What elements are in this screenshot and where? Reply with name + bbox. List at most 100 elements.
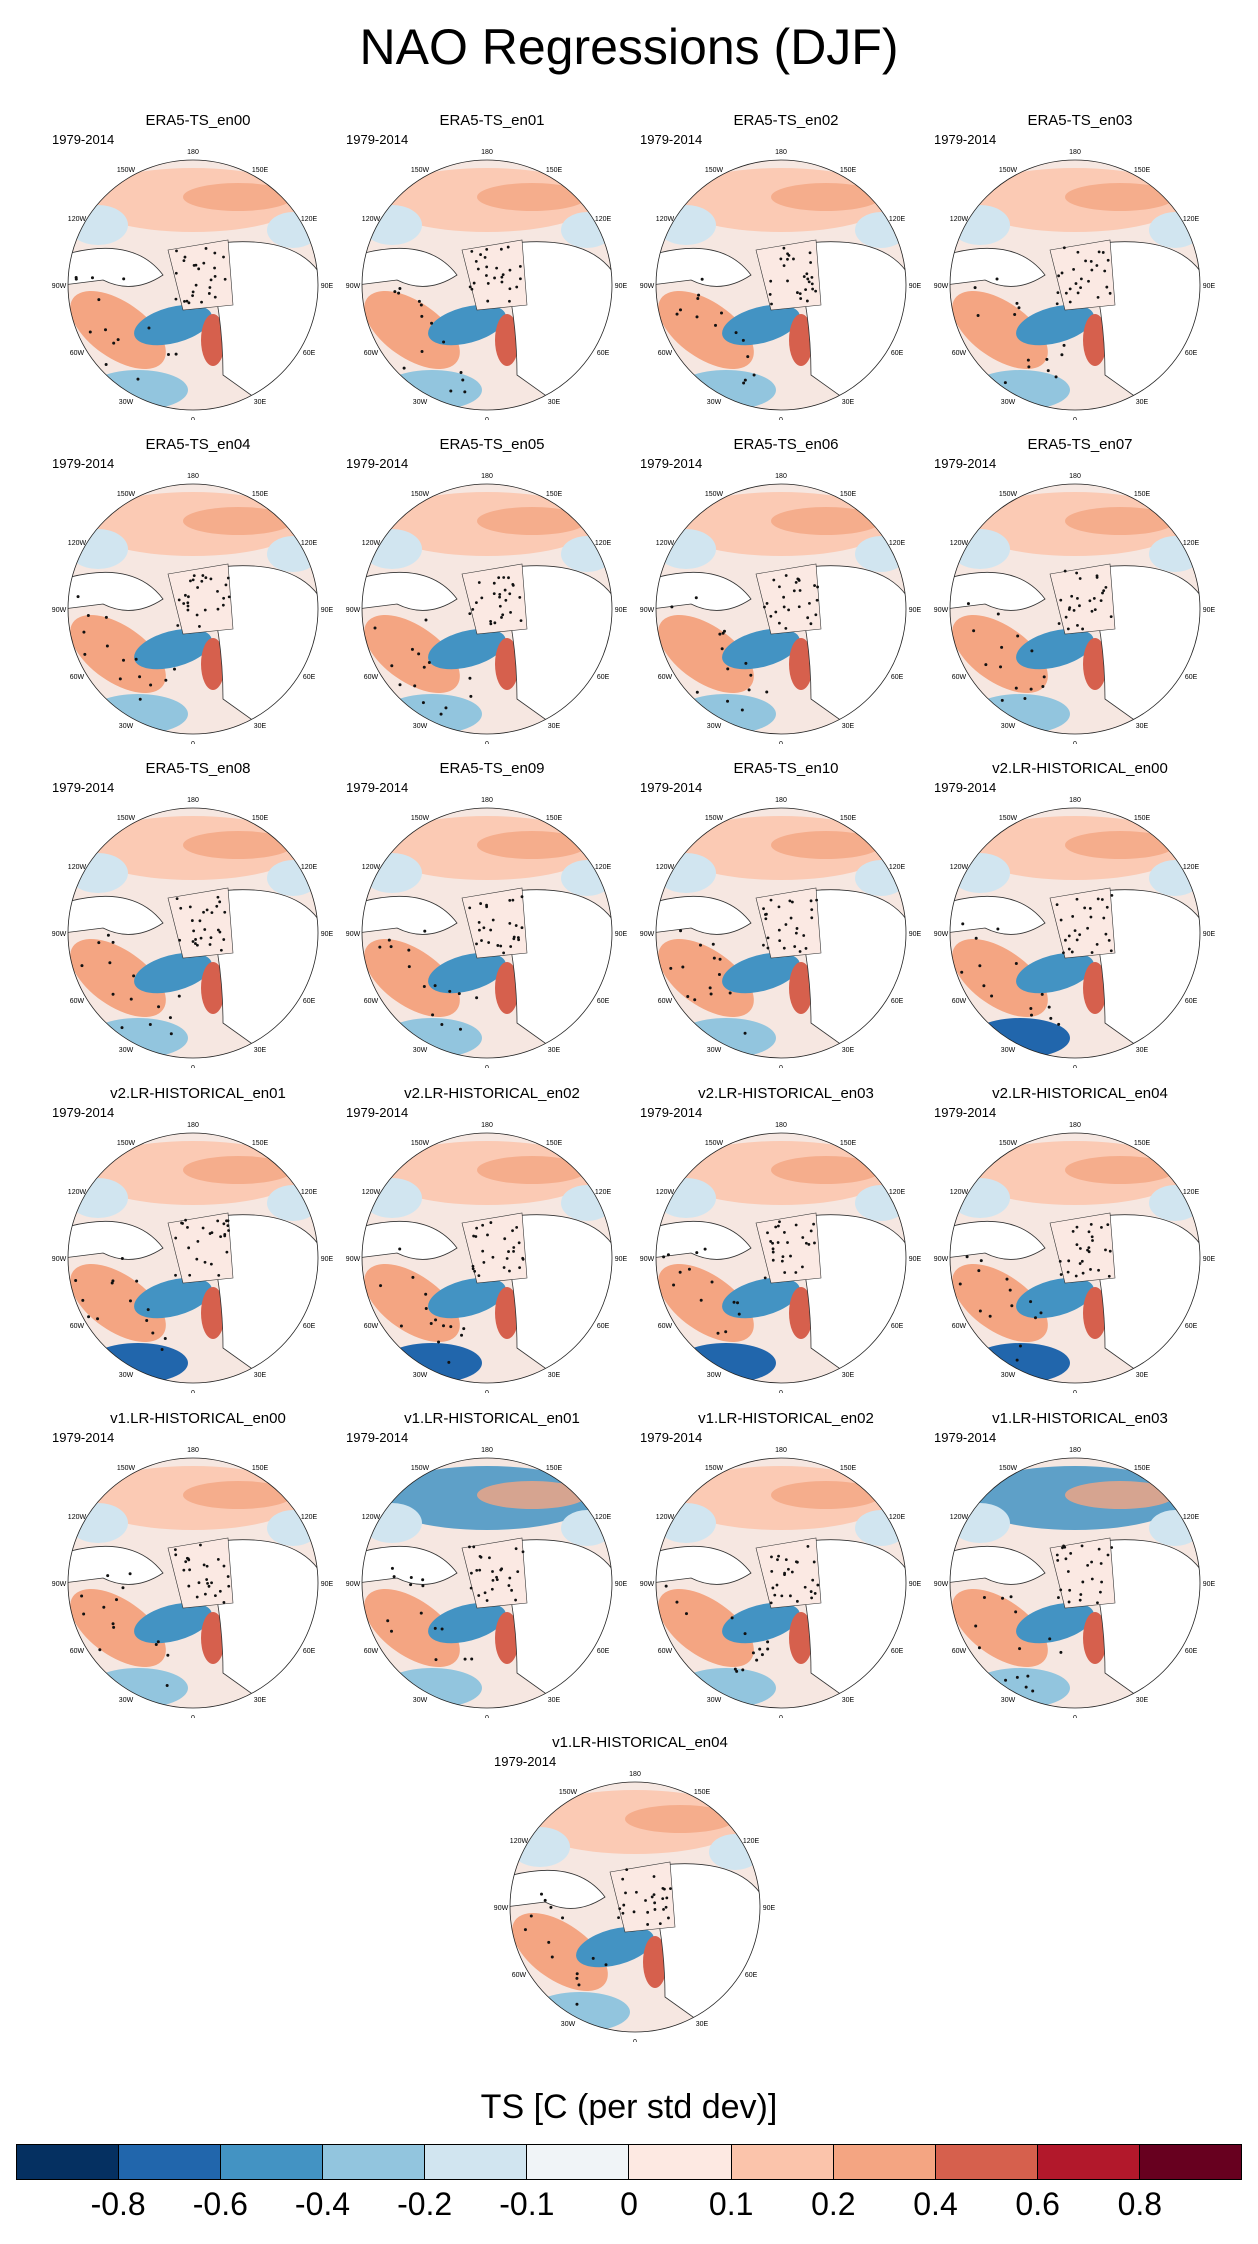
panel-title: v2.LR-HISTORICAL_en01 bbox=[110, 1085, 286, 1102]
longitude-label: 30W bbox=[119, 1372, 134, 1379]
longitude-label: 90E bbox=[909, 1581, 922, 1588]
colorbar-swatch bbox=[425, 2145, 528, 2179]
longitude-label: 120W bbox=[68, 1514, 87, 1521]
longitude-label: 150W bbox=[999, 1140, 1018, 1147]
longitude-label: 0 bbox=[779, 1715, 783, 1718]
longitude-label: 120W bbox=[950, 540, 969, 547]
longitude-label: 150W bbox=[411, 491, 430, 498]
panel-period: 1979-2014 bbox=[52, 1105, 115, 1120]
longitude-label: 90W bbox=[640, 1581, 655, 1588]
colorbar-swatch bbox=[17, 2145, 120, 2179]
colorbar-label: TS [C (per std dev)] bbox=[480, 2088, 778, 2126]
longitude-label: 90E bbox=[1203, 931, 1216, 938]
longitude-label: 60W bbox=[70, 1323, 85, 1330]
longitude-label: 30W bbox=[1001, 399, 1016, 406]
panel-title: v1.LR-HISTORICAL_en04 bbox=[552, 1734, 728, 1751]
panel-period: 1979-2014 bbox=[934, 780, 997, 795]
longitude-label: 60W bbox=[658, 350, 673, 357]
longitude-label: 120E bbox=[595, 1514, 612, 1521]
longitude-label: 60E bbox=[597, 1648, 610, 1655]
panel-period: 1979-2014 bbox=[934, 1105, 997, 1120]
longitude-label: 30E bbox=[842, 723, 855, 730]
longitude-label: 60E bbox=[891, 674, 904, 681]
colorbar bbox=[16, 2144, 1242, 2180]
panel-period: 1979-2014 bbox=[640, 780, 703, 795]
longitude-label: 150W bbox=[117, 1465, 136, 1472]
longitude-label: 180 bbox=[775, 473, 787, 480]
longitude-label: 150W bbox=[559, 1789, 578, 1796]
longitude-label: 30E bbox=[1136, 1372, 1149, 1379]
polar-map: 180 150W 150E 120W 120E 90W 90E 60W 60E 30W 30E 0 bbox=[640, 1447, 922, 1718]
longitude-label: 90E bbox=[909, 607, 922, 614]
longitude-label: 120E bbox=[595, 1189, 612, 1196]
longitude-label: 30W bbox=[707, 1372, 722, 1379]
panel-title: v1.LR-HISTORICAL_en01 bbox=[404, 1410, 580, 1427]
panel-title: v2.LR-HISTORICAL_en00 bbox=[992, 760, 1168, 777]
longitude-label: 60W bbox=[952, 674, 967, 681]
longitude-label: 150E bbox=[252, 167, 269, 174]
longitude-label: 0 bbox=[779, 1065, 783, 1068]
longitude-label: 150E bbox=[1134, 1140, 1151, 1147]
longitude-label: 150E bbox=[546, 491, 563, 498]
longitude-label: 90W bbox=[346, 1256, 361, 1263]
panel-period: 1979-2014 bbox=[494, 1754, 557, 1769]
longitude-label: 60E bbox=[303, 998, 316, 1005]
longitude-label: 180 bbox=[1069, 1447, 1081, 1454]
longitude-label: 120E bbox=[595, 864, 612, 871]
longitude-label: 180 bbox=[187, 149, 199, 156]
longitude-label: 120W bbox=[656, 1514, 675, 1521]
longitude-label: 150W bbox=[117, 167, 136, 174]
panel-period: 1979-2014 bbox=[346, 780, 409, 795]
polar-map: 180 150W 150E 120W 120E 90W 90E 60W 60E 30W 30E 0 bbox=[346, 149, 628, 420]
longitude-label: 180 bbox=[1069, 473, 1081, 480]
longitude-label: 150E bbox=[840, 1465, 857, 1472]
panel-period: 1979-2014 bbox=[52, 1430, 115, 1445]
longitude-label: 120E bbox=[301, 1514, 318, 1521]
longitude-label: 90W bbox=[934, 607, 949, 614]
longitude-label: 120E bbox=[1183, 1514, 1200, 1521]
longitude-label: 180 bbox=[1069, 797, 1081, 804]
longitude-label: 30E bbox=[254, 1372, 267, 1379]
longitude-label: 30E bbox=[548, 723, 561, 730]
longitude-label: 120W bbox=[362, 1514, 381, 1521]
longitude-label: 30E bbox=[254, 1697, 267, 1704]
longitude-label: 150E bbox=[252, 1140, 269, 1147]
longitude-label: 0 bbox=[191, 1390, 195, 1393]
longitude-label: 120E bbox=[301, 540, 318, 547]
polar-map: 180 150W 150E 120W 120E 90W 90E 60W 60E 30W 30E 0 bbox=[52, 1122, 334, 1393]
map-panel: 180 150W 150E 120W 120E 90W 90E 60W 60E 30W 30E 0 ER… bbox=[342, 436, 642, 744]
polar-map: 180 150W 150E 120W 120E 90W 90E 60W 60E 30W 30E 0 bbox=[346, 473, 628, 744]
panel-title: ERA5-TS_en02 bbox=[733, 112, 839, 129]
longitude-label: 60W bbox=[70, 674, 85, 681]
panel-period: 1979-2014 bbox=[934, 132, 997, 147]
longitude-label: 120E bbox=[301, 864, 318, 871]
map-panel: 180 150W 150E 120W 120E 90W 90E 60W 60E 30W 30E 0 ER… bbox=[930, 436, 1230, 744]
longitude-label: 30E bbox=[842, 1372, 855, 1379]
map-panel: 180 150W 150E 120W 120E 90W 90E 60W 60E 30W 30E 0 v1… bbox=[48, 1410, 348, 1718]
longitude-label: 120E bbox=[1183, 1189, 1200, 1196]
longitude-label: 150E bbox=[1134, 1465, 1151, 1472]
longitude-label: 120E bbox=[595, 540, 612, 547]
longitude-label: 60E bbox=[745, 1972, 758, 1979]
longitude-label: 60W bbox=[952, 1323, 967, 1330]
longitude-label: 120E bbox=[743, 1838, 760, 1845]
longitude-label: 30E bbox=[696, 2021, 709, 2028]
longitude-label: 150W bbox=[999, 491, 1018, 498]
longitude-label: 150E bbox=[1134, 167, 1151, 174]
longitude-label: 90E bbox=[1203, 607, 1216, 614]
longitude-label: 150E bbox=[546, 167, 563, 174]
longitude-label: 90E bbox=[321, 283, 334, 290]
longitude-label: 90W bbox=[346, 1581, 361, 1588]
longitude-label: 120E bbox=[889, 1189, 906, 1196]
longitude-label: 120W bbox=[656, 864, 675, 871]
longitude-label: 90E bbox=[321, 1256, 334, 1263]
longitude-label: 90E bbox=[909, 283, 922, 290]
longitude-label: 120W bbox=[68, 864, 87, 871]
longitude-label: 60E bbox=[891, 350, 904, 357]
longitude-label: 90E bbox=[1203, 1581, 1216, 1588]
longitude-label: 30E bbox=[842, 399, 855, 406]
colorbar-swatch bbox=[833, 2145, 936, 2179]
longitude-label: 120W bbox=[362, 1189, 381, 1196]
map-panel: 180 150W 150E 120W 120E 90W 90E 60W 60E 30W 30E 0 v2… bbox=[48, 1085, 348, 1393]
colorbar-tick-label: 0.4 bbox=[913, 2186, 958, 2222]
